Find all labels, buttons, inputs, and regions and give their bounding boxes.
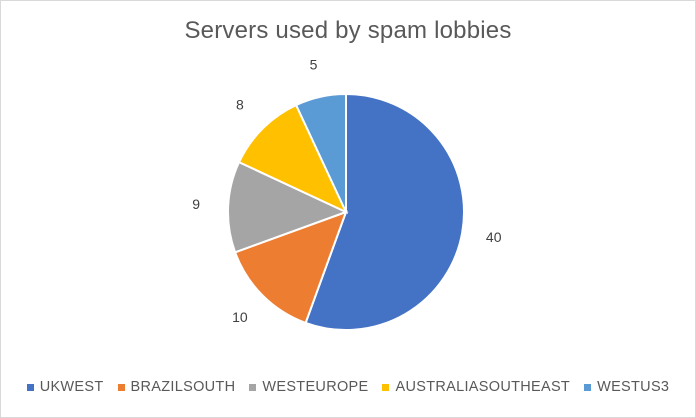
legend-item-westeurope: WESTEUROPE [249, 379, 368, 395]
legend-item-westus3: WESTUS3 [584, 379, 669, 395]
legend-swatch-brazilsouth [117, 383, 125, 391]
pie-slice-ukwest [304, 92, 465, 331]
legend-label-ukwest: UKWEST [39, 379, 104, 395]
legend-item-australiasoutheast: AUSTRALIASOUTHEAST [382, 379, 570, 395]
data-label-westus3: 5 [310, 56, 318, 72]
pie-slice-westeurope [227, 160, 349, 254]
legend-swatch-westeurope [249, 383, 257, 391]
legend-item-brazilsouth: BRAZILSOUTH [117, 379, 236, 395]
legend-label-australiasoutheast: AUSTRALIASOUTHEAST [395, 379, 571, 395]
pie-slice-australiasoutheast [237, 103, 349, 215]
pie-slice-brazilsouth [233, 210, 348, 325]
pie-slice-westus3 [294, 92, 347, 213]
legend-swatch-australiasoutheast [382, 383, 390, 391]
legend-label-westus3: WESTUS3 [597, 379, 670, 395]
data-label-brazilsouth: 10 [232, 309, 248, 325]
data-label-ukwest: 40 [486, 229, 502, 245]
legend-swatch-ukwest [26, 383, 34, 391]
legend-label-westeurope: WESTEUROPE [262, 379, 369, 395]
data-label-westeurope: 9 [192, 196, 200, 212]
legend-swatch-westus3 [584, 383, 592, 391]
chart-title: Servers used by spam lobbies [184, 17, 512, 44]
legend-label-brazilsouth: BRAZILSOUTH [130, 379, 236, 395]
chart-legend: UKWEST BRAZILSOUTH WESTEUROPE AUSTRALIASOUT… [1, 379, 695, 395]
data-label-australiasoutheast: 8 [236, 97, 244, 113]
legend-item-ukwest: UKWEST [26, 379, 104, 395]
